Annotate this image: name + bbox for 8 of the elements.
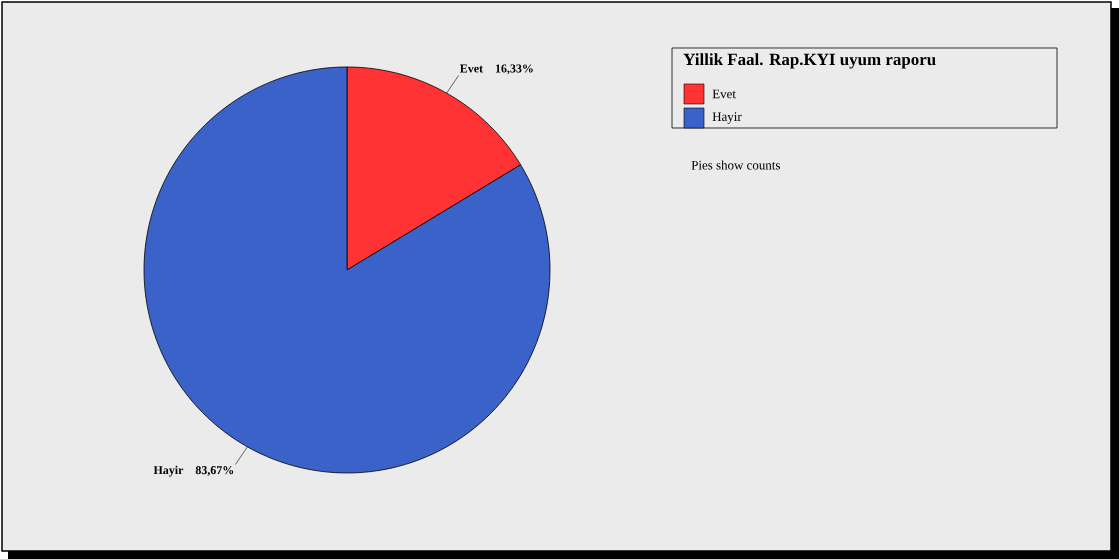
slice-label: Hayir xyxy=(153,465,184,477)
data-label: 16,33% xyxy=(495,64,533,75)
text: Pies show counts xyxy=(691,160,780,170)
legend-label: Evet xyxy=(712,89,736,99)
slice-label: Evet xyxy=(460,64,483,73)
legend-label: Hayir xyxy=(712,112,742,124)
data-label: 83,67% xyxy=(195,466,234,476)
legend-title: Yillik Faal. Rap.KYI uyum raporu xyxy=(683,53,936,69)
